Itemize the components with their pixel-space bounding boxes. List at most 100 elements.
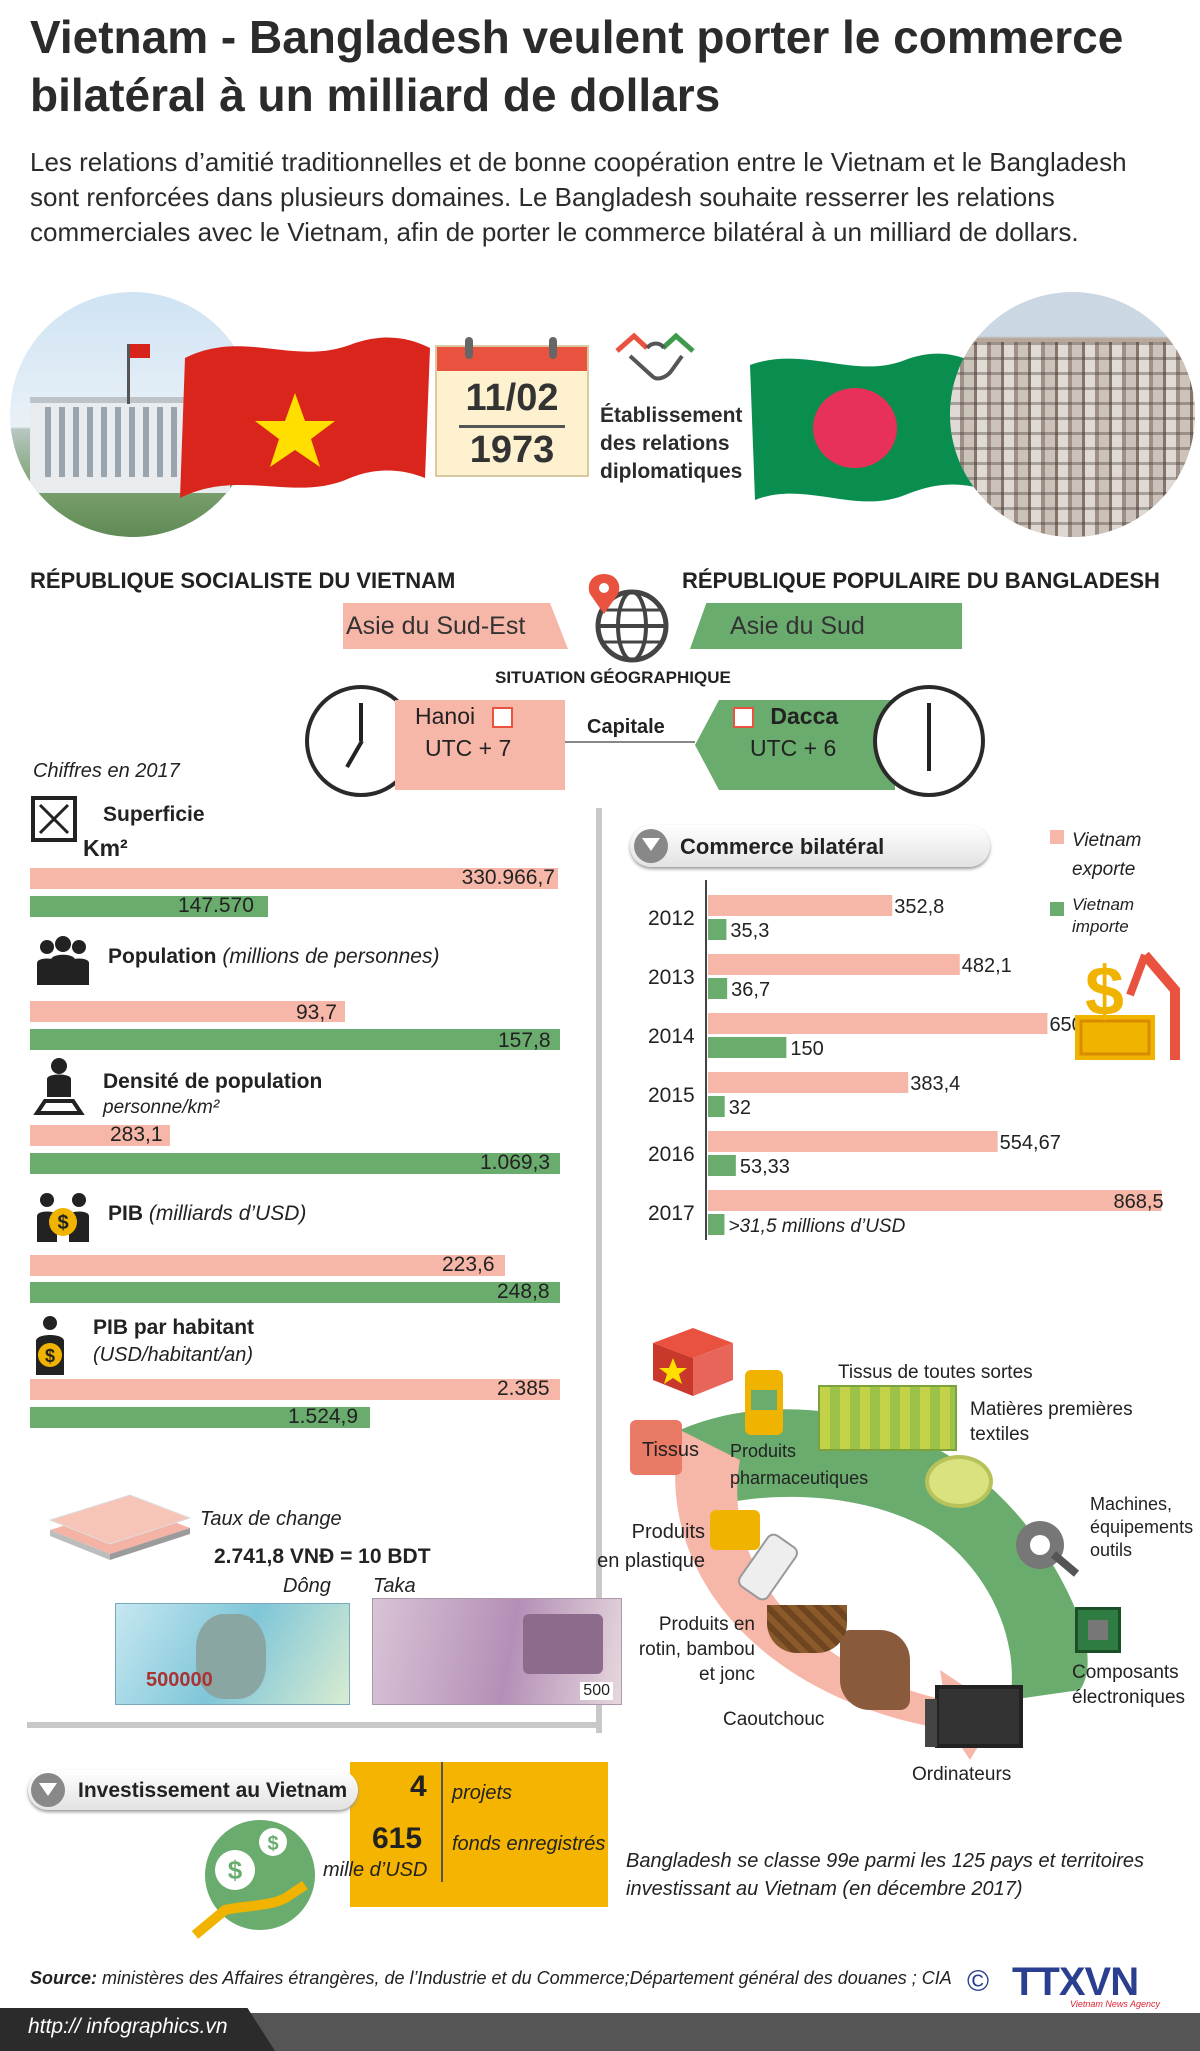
trade-import-value: 36,7 xyxy=(731,979,770,1001)
trade-import-bar xyxy=(708,1155,736,1176)
plastic-cup-icon xyxy=(710,1510,760,1550)
trade-import-bar xyxy=(708,1096,725,1117)
trade-export-bar xyxy=(708,1131,998,1152)
hanoi-utc: UTC + 7 xyxy=(425,735,512,761)
ordinateurs-label: Ordinateurs xyxy=(912,1764,1012,1785)
pib-hab-bd-bar xyxy=(30,1407,370,1428)
svg-text:$: $ xyxy=(1085,952,1124,1030)
estab-line-1: Établissement xyxy=(600,404,743,427)
trade-import-bar xyxy=(708,1214,725,1235)
density-icon xyxy=(33,1058,85,1115)
basket-icon xyxy=(767,1605,847,1653)
superficie-unit: Km² xyxy=(83,835,128,861)
pib-per-capita-icon: $ xyxy=(36,1316,64,1375)
pib-bd-bar xyxy=(30,1282,560,1303)
legend-export-swatch xyxy=(1050,830,1064,844)
population-label-row: Population (millions de personnes) xyxy=(108,945,439,969)
population-vn-bar xyxy=(30,1001,345,1022)
ttxvn-logo: TTXVN xyxy=(1012,1960,1139,2004)
intro-text: Les relations d’amitié traditionnelles e… xyxy=(30,147,1127,247)
vnd-note-value: 500000 xyxy=(146,1669,213,1691)
calendar-icon: 11/02 1973 xyxy=(435,337,589,477)
money-stack-icon xyxy=(48,1494,192,1560)
densite-label: Densité de population xyxy=(103,1070,323,1093)
trade-header: Commerce bilatéral xyxy=(630,825,990,867)
exchange-label: Taux de change xyxy=(200,1508,342,1530)
rank-l1: Bangladesh se classe 99e parmi les 125 p… xyxy=(626,1850,1145,1872)
legend-import: Vietnam importe xyxy=(1072,894,1134,938)
box-export-icon xyxy=(653,1328,733,1396)
investment-header: Investissement au Vietnam xyxy=(28,1770,358,1810)
pib-hab-bd-value: 1.524,9 xyxy=(288,1405,359,1428)
textile-materials-icon xyxy=(925,1455,993,1508)
machines-l2: équipements xyxy=(1090,1517,1194,1537)
legend-import-l1: Vietnam xyxy=(1072,895,1135,914)
export-industry-icon: $ xyxy=(1075,951,1180,1060)
composants-l2: électroniques xyxy=(1072,1687,1186,1708)
machines-l1: Machines, xyxy=(1090,1494,1173,1514)
bangladesh-region-text: Asie du Sud xyxy=(730,612,865,640)
funds-label: fonds enregistrés xyxy=(452,1833,606,1855)
trade-import-value: >31,5 millions d’USD xyxy=(728,1216,905,1237)
svg-text:$: $ xyxy=(228,1855,243,1885)
dacca-capital-box: Dacca UTC + 6 xyxy=(695,700,895,790)
trade-import-bar xyxy=(708,1037,787,1058)
computer-icon xyxy=(925,1685,1023,1748)
projects-label: projets xyxy=(452,1782,513,1804)
trade-export-bar xyxy=(708,954,960,975)
population-unit: (millions de personnes) xyxy=(222,945,440,968)
trade-title: Commerce bilatéral xyxy=(680,834,885,859)
trade-year-label: 2014 xyxy=(648,1025,695,1048)
svg-text:$: $ xyxy=(267,1833,278,1855)
svg-text:$: $ xyxy=(57,1212,68,1234)
legend-export-l1: Vietnam xyxy=(1072,830,1142,851)
source-text: ministères des Affaires étrangères, de l… xyxy=(97,1968,952,1988)
plastique-l1: Produits xyxy=(631,1521,705,1543)
page-title: Vietnam - Bangladesh veulent porter le c… xyxy=(30,11,1124,121)
population-vn-value: 93,7 xyxy=(296,1001,337,1024)
trade-export-bar xyxy=(708,895,893,916)
trade-year-label: 2012 xyxy=(648,907,695,930)
pib-hab-vn-value: 2.385 xyxy=(497,1377,550,1400)
rotin-l1: Produits en xyxy=(658,1614,755,1635)
bdt-note-value: 500 xyxy=(580,1682,613,1700)
pharma-l1: Produits xyxy=(730,1441,797,1461)
plastique-l2: en plastique xyxy=(597,1550,705,1572)
hanoi-name: Hanoi xyxy=(415,703,476,729)
dacca-utc: UTC + 6 xyxy=(750,735,837,761)
investment-rank: Bangladesh se classe 99e parmi les 125 p… xyxy=(626,1847,1144,1903)
medicine-icon xyxy=(745,1370,783,1435)
bdt-banknote: 500 xyxy=(372,1598,622,1705)
population-icon xyxy=(37,936,89,985)
legend-export: Vietnam exporte xyxy=(1072,826,1141,884)
trade-year-label: 2017 xyxy=(648,1202,695,1225)
url-link[interactable]: http:// infographics.vn xyxy=(28,2015,228,2038)
plastique-label: Produits en plastique xyxy=(590,1518,705,1576)
pib-unit: (milliards d’USD) xyxy=(148,1202,307,1225)
capital-label: Capitale xyxy=(584,716,668,739)
trade-import-value: 32 xyxy=(729,1097,751,1119)
fabric-icon xyxy=(818,1385,957,1451)
bangladesh-name: RÉPUBLIQUE POPULAIRE DU BANGLADESH xyxy=(682,568,1160,593)
pib-bd-value: 248,8 xyxy=(497,1280,550,1303)
vietnam-region-text: Asie du Sud-Est xyxy=(346,612,526,640)
source: Source: ministères des Affaires étrangèr… xyxy=(30,1968,952,1989)
legend-import-l2: importe xyxy=(1072,917,1129,936)
taka-label: Taka xyxy=(373,1575,416,1597)
superficie-vn-bar xyxy=(30,868,558,889)
handshake-icon xyxy=(615,332,695,381)
vietnam-name: RÉPUBLIQUE SOCIALISTE DU VIETNAM xyxy=(30,568,456,593)
pib-icon: $ xyxy=(37,1193,89,1242)
investment-hand-icon: $ $ xyxy=(191,1820,315,1939)
rubber-icon xyxy=(840,1630,910,1710)
trade-export-value: 554,67 xyxy=(1000,1132,1061,1154)
electronic-component-icon xyxy=(1075,1607,1121,1653)
estab-line-2: des relations xyxy=(600,432,730,455)
trade-import-value: 53,33 xyxy=(740,1156,790,1178)
geo-situation-label: SITUATION GÉOGRAPHIQUE xyxy=(495,668,731,687)
superficie-bd-bar xyxy=(30,896,268,917)
trade-export-bar xyxy=(708,1190,1162,1211)
ttxvn-sub: Vietnam News Agency xyxy=(1070,1999,1161,2009)
area-icon xyxy=(31,796,77,842)
trade-year-label: 2013 xyxy=(648,966,695,989)
